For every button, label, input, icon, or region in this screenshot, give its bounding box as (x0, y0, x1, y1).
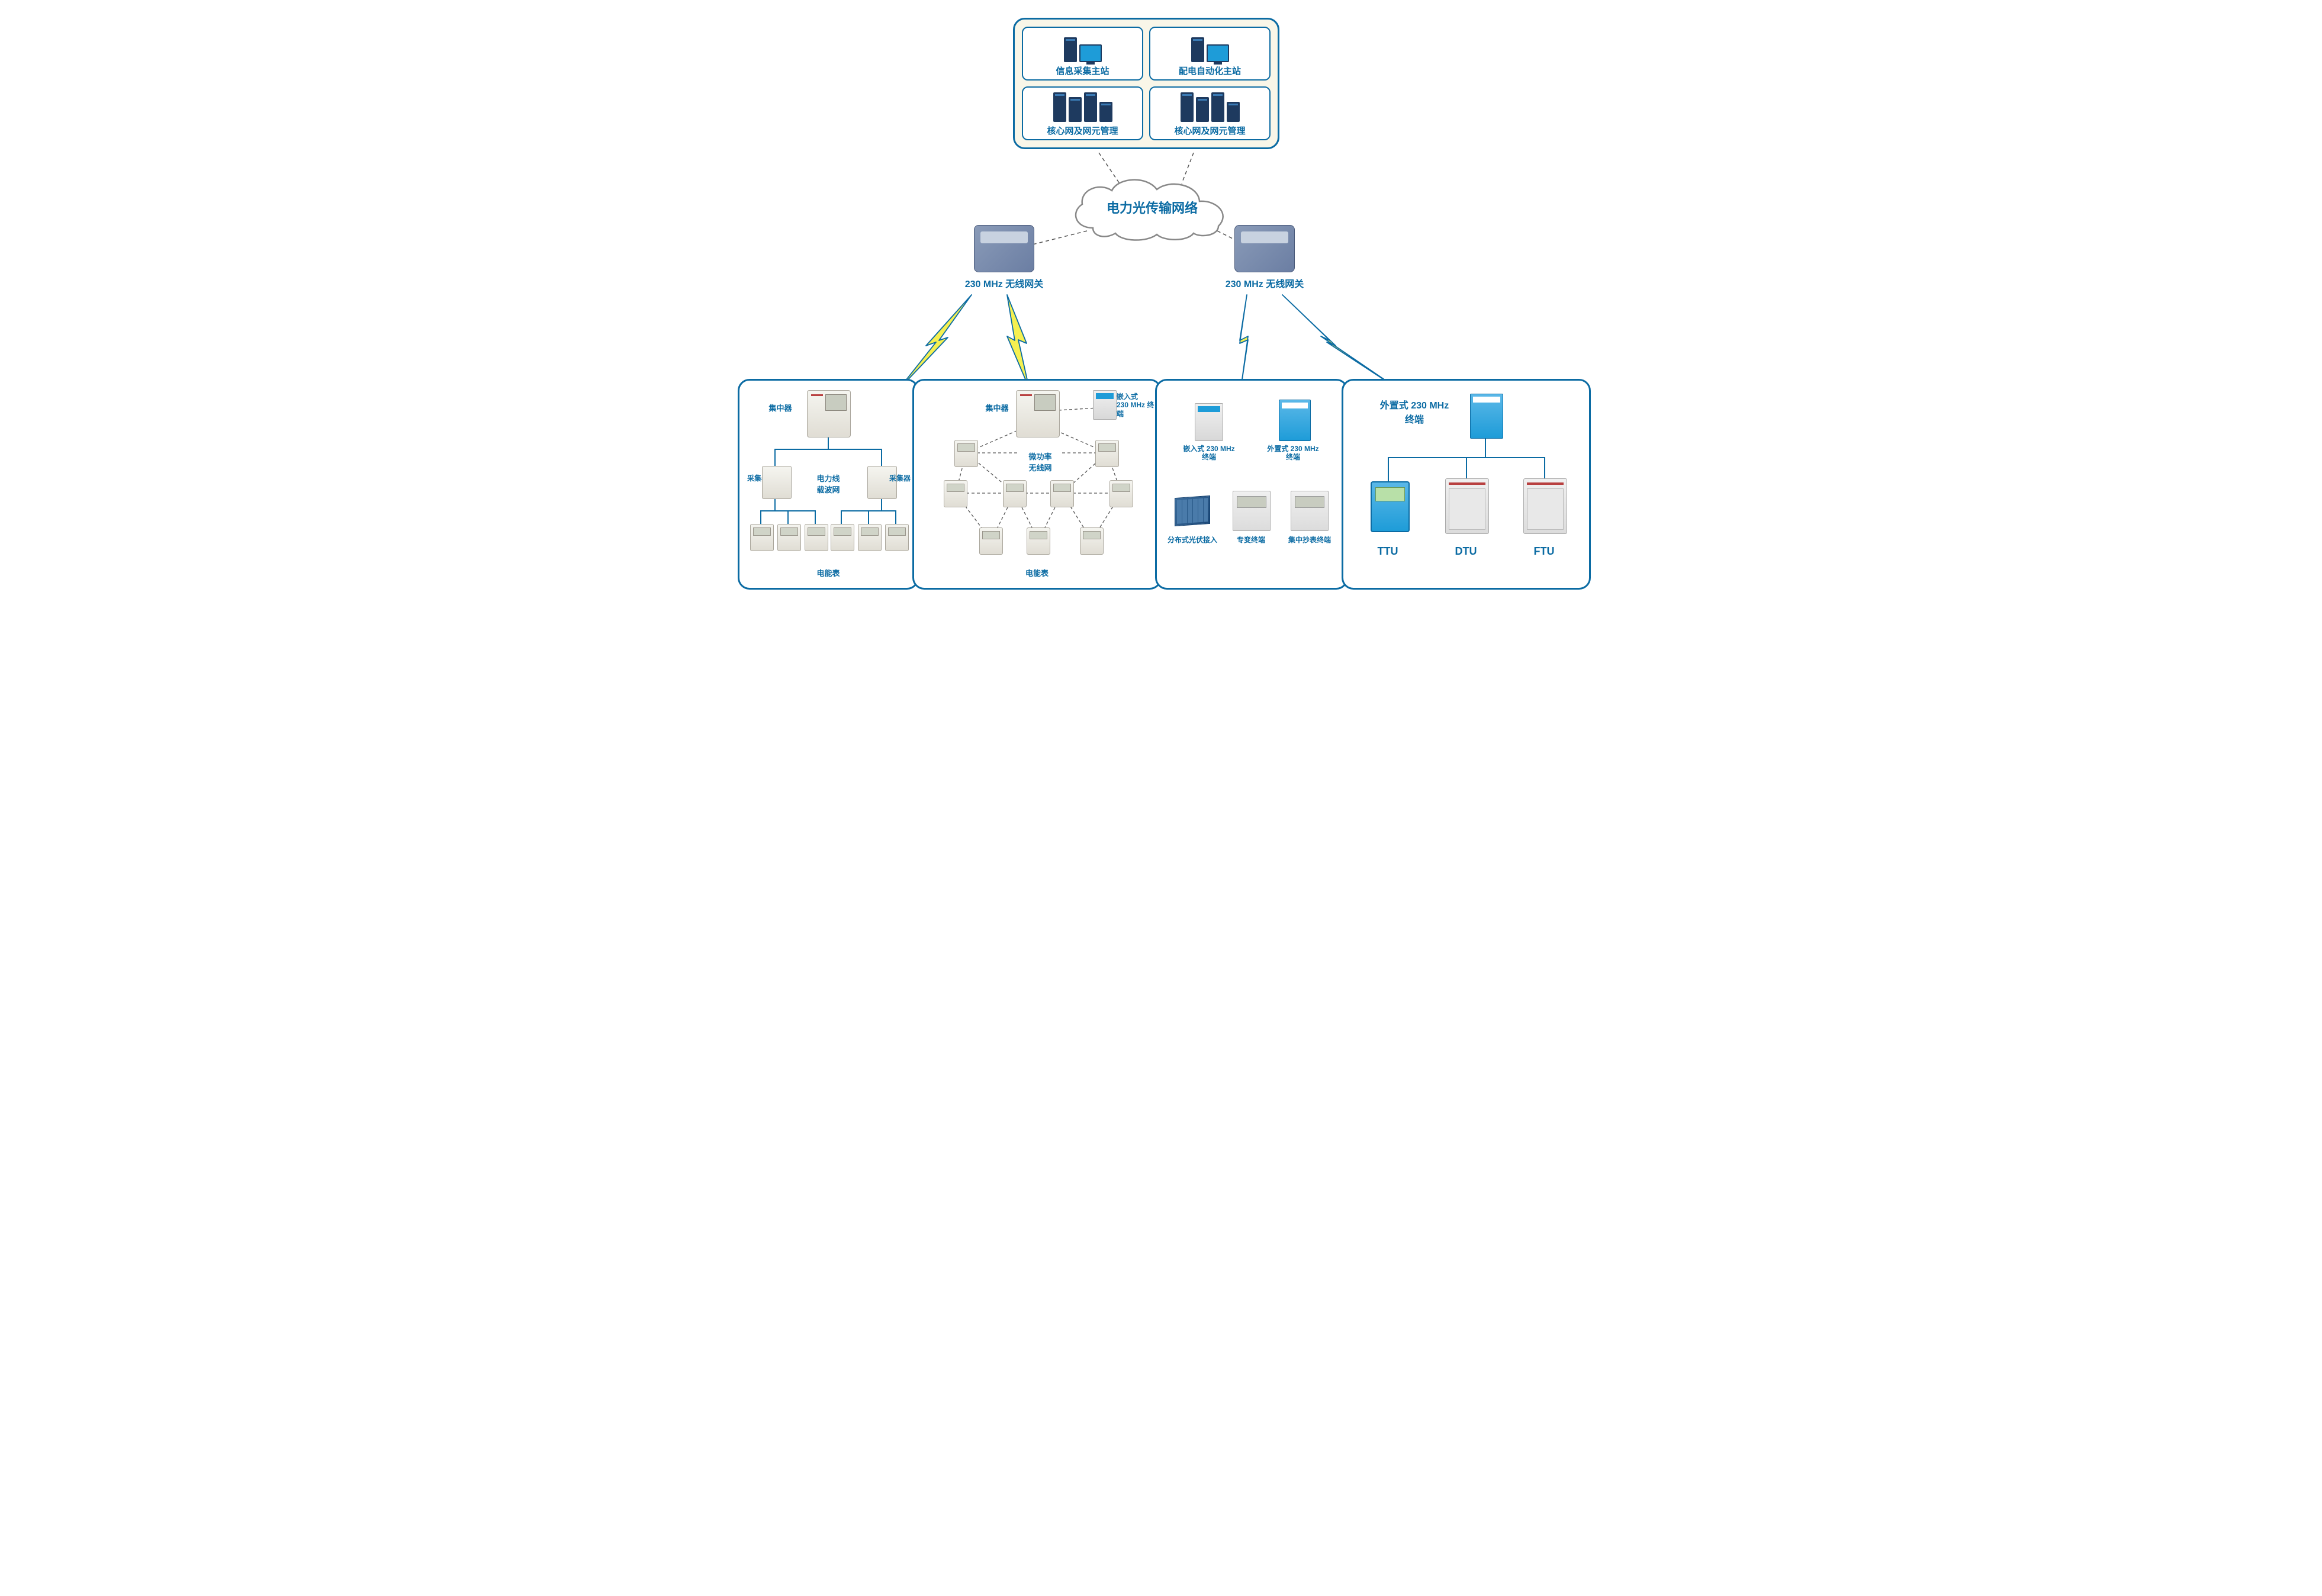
meter-label: 电能表 (745, 567, 911, 578)
meter-icon (1109, 480, 1133, 507)
meter-icon (858, 524, 882, 551)
station-core-network-1: 核心网及网元管理 (1022, 86, 1143, 140)
meter-icon (1095, 440, 1119, 467)
gateway-label: 230 MHz 无线网关 (963, 276, 1046, 290)
meter-icon (954, 440, 978, 467)
meter-icon (979, 527, 1003, 555)
meter-label: 电能表 (920, 567, 1154, 578)
centralized-reading-label: 集中抄表终端 (1280, 536, 1339, 544)
embedded-terminal-label: 嵌入式 230 MHz 终端 (1173, 445, 1244, 462)
ttu-label: TTU (1361, 545, 1414, 558)
station-label: 信息采集主站 (1028, 65, 1137, 77)
dtu-icon (1445, 478, 1489, 534)
transformer-terminal-label: 专变终端 (1224, 536, 1278, 544)
panel-plc-network: 集中器 采集器 采集器 电力线 载波网 电能表 (738, 379, 919, 590)
panel-micropower-wireless: 集中器 嵌入式 230 MHz 终端 微功率 无线网 电能表 (912, 379, 1162, 590)
transformer-terminal-icon (1233, 491, 1271, 531)
gateway-device-icon (1234, 225, 1295, 272)
centralized-reading-terminal-icon (1291, 491, 1329, 531)
station-label: 核心网及网元管理 (1028, 124, 1137, 137)
wireless-network-label: 微功率 无线网 (1020, 451, 1061, 473)
master-station-group: 信息采集主站 配电自动化主站 核心网及网元管理 核心网及网元管理 (1013, 18, 1279, 149)
meter-icon (944, 480, 967, 507)
meter-icon (1027, 527, 1050, 555)
meter-icon (1050, 480, 1074, 507)
meter-icon (777, 524, 801, 551)
ttu-icon (1371, 481, 1410, 532)
gateway-label: 230 MHz 无线网关 (1223, 276, 1306, 290)
concentrator-label: 集中器 (760, 402, 801, 413)
ftu-icon (1523, 478, 1567, 534)
meter-icon (805, 524, 828, 551)
ftu-label: FTU (1517, 545, 1571, 558)
optical-network-cloud: 电力光传输网络 (1063, 172, 1241, 243)
collector-label: 采集器 (885, 474, 915, 482)
concentrator-icon (1016, 390, 1060, 437)
external-terminal-label: 外置式 230 MHz 终端 (1373, 397, 1456, 426)
station-label: 配电自动化主站 (1155, 65, 1265, 77)
external-terminal-icon (1470, 394, 1503, 439)
gateway-right: 230 MHz 无线网关 (1223, 225, 1306, 290)
gateway-left: 230 MHz 无线网关 (963, 225, 1046, 290)
station-label: 核心网及网元管理 (1155, 124, 1265, 137)
cloud-label: 电力光传输网络 (1107, 198, 1198, 217)
external-terminal-label: 外置式 230 MHz 终端 (1258, 445, 1329, 462)
gateway-device-icon (974, 225, 1034, 272)
panel-ttu-dtu-ftu: 外置式 230 MHz 终端 TTU DTU FTU (1342, 379, 1591, 590)
meter-icon (885, 524, 909, 551)
meter-icon (831, 524, 854, 551)
collector-icon (762, 466, 792, 499)
embedded-module-label: 嵌入式 230 MHz 终端 (1117, 392, 1158, 418)
embedded-terminal-icon (1195, 403, 1223, 441)
network-diagram: 信息采集主站 配电自动化主站 核心网及网元管理 核心网及网元管理 电力光传输网络… (732, 12, 1590, 604)
station-core-network-2: 核心网及网元管理 (1149, 86, 1271, 140)
station-info-collection: 信息采集主站 (1022, 27, 1143, 81)
concentrator-icon (807, 390, 851, 437)
plc-network-label: 电力线 载波网 (802, 472, 854, 495)
meter-icon (1003, 480, 1027, 507)
panel-terminals: 嵌入式 230 MHz 终端 外置式 230 MHz 终端 分布式光伏接入 专变… (1155, 379, 1348, 590)
solar-panel-icon (1175, 495, 1210, 526)
dtu-label: DTU (1439, 545, 1493, 558)
embedded-module-icon (1093, 390, 1117, 420)
meter-icon (1080, 527, 1104, 555)
concentrator-label: 集中器 (979, 402, 1015, 413)
external-terminal-icon (1279, 400, 1311, 441)
meter-icon (750, 524, 774, 551)
solar-label: 分布式光伏接入 (1163, 536, 1222, 544)
station-distribution-automation: 配电自动化主站 (1149, 27, 1271, 81)
